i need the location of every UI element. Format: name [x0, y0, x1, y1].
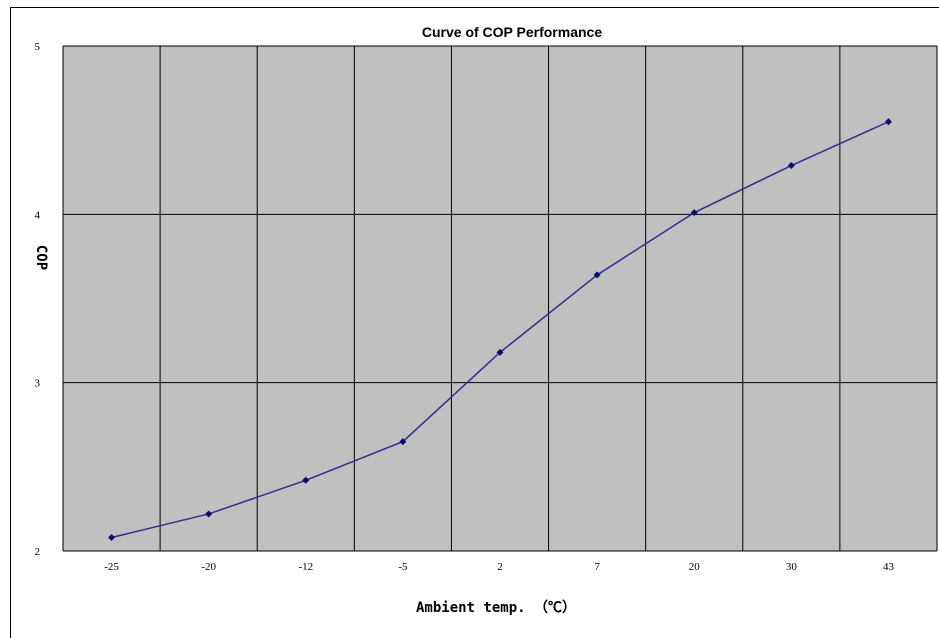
- gridlines: [62, 45, 938, 552]
- x-tick-labels: -25 -20 -12 -5 2 7 20 30 43: [104, 561, 894, 573]
- y-tick-labels: 2 3 4 5: [35, 41, 41, 558]
- y-tick-label: 4: [35, 209, 41, 221]
- data-point: [690, 209, 698, 217]
- x-tick-label: 30: [786, 561, 798, 573]
- x-tick-label: 43: [883, 561, 895, 573]
- y-tick-label: 3: [35, 378, 41, 390]
- data-point: [108, 534, 116, 542]
- data-point: [205, 510, 213, 518]
- data-point: [787, 162, 795, 170]
- y-tick-label: 5: [35, 41, 41, 53]
- data-point: [496, 348, 504, 356]
- x-tick-label: 20: [689, 561, 701, 573]
- data-point: [302, 476, 310, 484]
- x-tick-label: -5: [398, 561, 408, 573]
- plot-area: [63, 46, 937, 551]
- x-tick-label: 7: [594, 561, 600, 573]
- y-axis-label: COP: [33, 245, 49, 270]
- data-point: [399, 438, 407, 446]
- y-tick-label: 2: [35, 546, 41, 558]
- x-tick-label: -12: [298, 561, 313, 573]
- x-tick-label: -20: [201, 561, 216, 573]
- chart-title: Curve of COP Performance: [422, 24, 602, 40]
- x-tick-label: -25: [104, 561, 119, 573]
- data-point: [593, 271, 601, 279]
- x-axis-label: Ambient temp. （℃）: [416, 600, 576, 616]
- series-layer: [108, 118, 892, 542]
- data-point: [884, 118, 892, 126]
- x-tick-label: 2: [497, 561, 503, 573]
